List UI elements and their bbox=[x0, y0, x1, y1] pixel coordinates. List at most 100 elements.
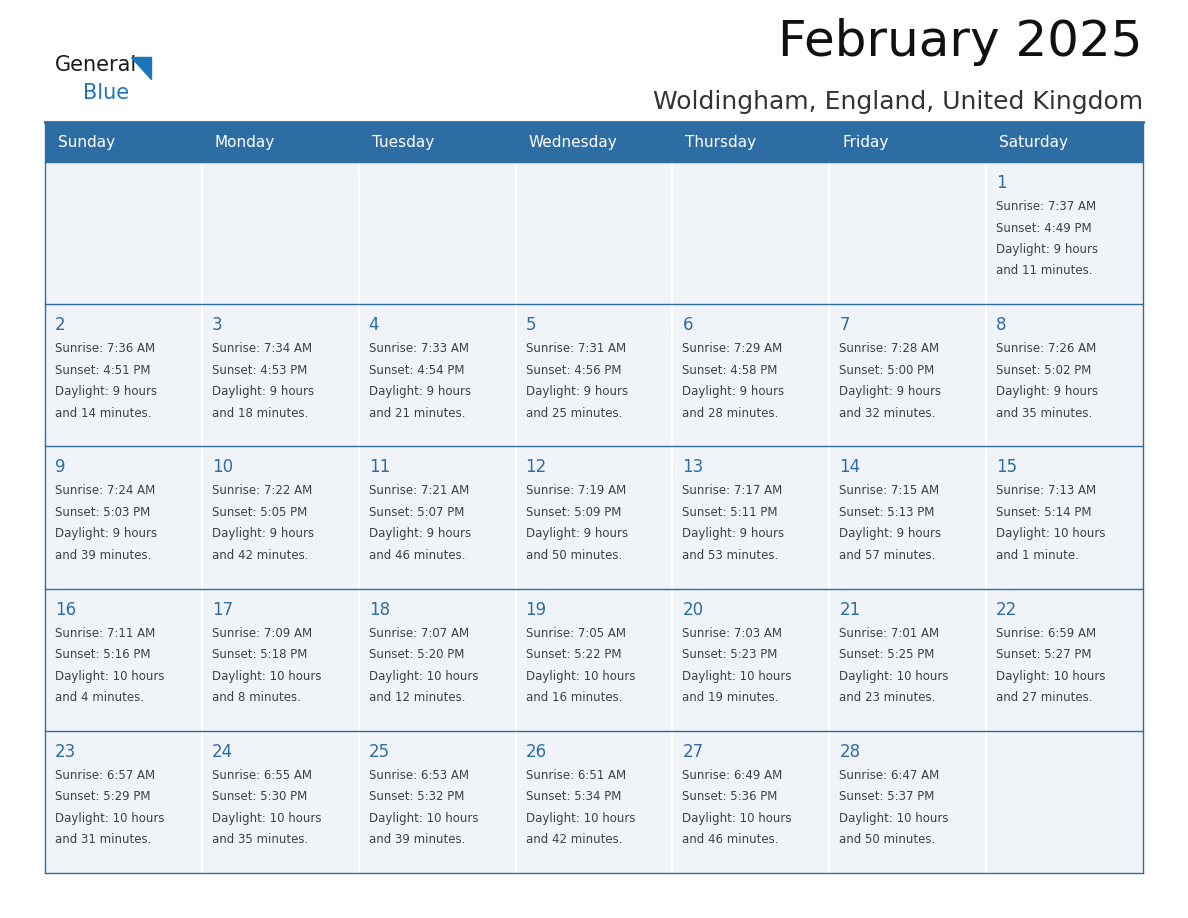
Text: 17: 17 bbox=[211, 600, 233, 619]
Text: Sunrise: 6:59 AM: Sunrise: 6:59 AM bbox=[997, 627, 1097, 640]
Text: and 35 minutes.: and 35 minutes. bbox=[997, 407, 1093, 420]
Text: 14: 14 bbox=[839, 458, 860, 476]
Text: and 46 minutes.: and 46 minutes. bbox=[368, 549, 466, 562]
Text: 16: 16 bbox=[55, 600, 76, 619]
Bar bbox=[516, 162, 672, 304]
Text: 23: 23 bbox=[55, 743, 76, 761]
Text: Sunset: 5:32 PM: Sunset: 5:32 PM bbox=[368, 790, 465, 803]
Text: Sunset: 5:22 PM: Sunset: 5:22 PM bbox=[525, 648, 621, 661]
Text: 6: 6 bbox=[682, 316, 693, 334]
Text: Daylight: 10 hours: Daylight: 10 hours bbox=[525, 669, 636, 683]
Text: and 57 minutes.: and 57 minutes. bbox=[839, 549, 936, 562]
Text: General: General bbox=[55, 55, 138, 75]
Text: Daylight: 10 hours: Daylight: 10 hours bbox=[211, 812, 322, 824]
Text: 26: 26 bbox=[525, 743, 546, 761]
Text: Sunrise: 6:49 AM: Sunrise: 6:49 AM bbox=[682, 768, 783, 782]
Text: Sunrise: 7:17 AM: Sunrise: 7:17 AM bbox=[682, 485, 783, 498]
Text: 13: 13 bbox=[682, 458, 703, 476]
Text: and 35 minutes.: and 35 minutes. bbox=[211, 834, 308, 846]
Text: 8: 8 bbox=[997, 316, 1006, 334]
Text: February 2025: February 2025 bbox=[778, 18, 1143, 66]
Text: and 21 minutes.: and 21 minutes. bbox=[368, 407, 466, 420]
Text: Sunset: 5:07 PM: Sunset: 5:07 PM bbox=[368, 506, 465, 519]
Text: Sunrise: 7:05 AM: Sunrise: 7:05 AM bbox=[525, 627, 626, 640]
Text: 27: 27 bbox=[682, 743, 703, 761]
Bar bbox=[45, 588, 202, 731]
Bar bbox=[45, 446, 202, 588]
Text: Sunset: 4:49 PM: Sunset: 4:49 PM bbox=[997, 221, 1092, 234]
Text: Daylight: 9 hours: Daylight: 9 hours bbox=[682, 528, 784, 541]
Text: Daylight: 9 hours: Daylight: 9 hours bbox=[55, 386, 157, 398]
Text: Sunrise: 7:13 AM: Sunrise: 7:13 AM bbox=[997, 485, 1097, 498]
Text: 24: 24 bbox=[211, 743, 233, 761]
Text: Woldingham, England, United Kingdom: Woldingham, England, United Kingdom bbox=[653, 90, 1143, 114]
Text: 18: 18 bbox=[368, 600, 390, 619]
Text: and 42 minutes.: and 42 minutes. bbox=[211, 549, 309, 562]
Text: and 14 minutes.: and 14 minutes. bbox=[55, 407, 152, 420]
Text: Sunset: 5:27 PM: Sunset: 5:27 PM bbox=[997, 648, 1092, 661]
Bar bbox=[986, 588, 1143, 731]
Text: 11: 11 bbox=[368, 458, 390, 476]
Bar bbox=[829, 731, 986, 873]
Text: 3: 3 bbox=[211, 316, 222, 334]
Text: and 31 minutes.: and 31 minutes. bbox=[55, 834, 151, 846]
Text: 25: 25 bbox=[368, 743, 390, 761]
Bar bbox=[516, 731, 672, 873]
Bar bbox=[672, 162, 829, 304]
Text: and 1 minute.: and 1 minute. bbox=[997, 549, 1079, 562]
Text: Saturday: Saturday bbox=[999, 135, 1068, 150]
Text: Sunrise: 7:33 AM: Sunrise: 7:33 AM bbox=[368, 342, 469, 355]
Text: Tuesday: Tuesday bbox=[372, 135, 434, 150]
Text: 4: 4 bbox=[368, 316, 379, 334]
Text: Sunset: 5:20 PM: Sunset: 5:20 PM bbox=[368, 648, 465, 661]
Text: Daylight: 9 hours: Daylight: 9 hours bbox=[368, 386, 470, 398]
Text: Daylight: 9 hours: Daylight: 9 hours bbox=[211, 528, 314, 541]
Text: Sunrise: 6:47 AM: Sunrise: 6:47 AM bbox=[839, 768, 940, 782]
Text: Sunrise: 7:37 AM: Sunrise: 7:37 AM bbox=[997, 200, 1097, 213]
Text: and 4 minutes.: and 4 minutes. bbox=[55, 691, 144, 704]
Text: Sunset: 5:18 PM: Sunset: 5:18 PM bbox=[211, 648, 308, 661]
Text: Daylight: 9 hours: Daylight: 9 hours bbox=[997, 243, 1098, 256]
Text: Sunrise: 6:53 AM: Sunrise: 6:53 AM bbox=[368, 768, 469, 782]
Text: Sunday: Sunday bbox=[58, 135, 115, 150]
Text: 5: 5 bbox=[525, 316, 536, 334]
Text: Daylight: 9 hours: Daylight: 9 hours bbox=[368, 528, 470, 541]
Text: and 16 minutes.: and 16 minutes. bbox=[525, 691, 623, 704]
Polygon shape bbox=[131, 57, 151, 79]
Bar bbox=[202, 162, 359, 304]
Text: Sunrise: 7:36 AM: Sunrise: 7:36 AM bbox=[55, 342, 156, 355]
Bar bbox=[516, 588, 672, 731]
Bar bbox=[202, 731, 359, 873]
Text: Sunset: 5:36 PM: Sunset: 5:36 PM bbox=[682, 790, 778, 803]
Text: Sunrise: 7:29 AM: Sunrise: 7:29 AM bbox=[682, 342, 783, 355]
Bar bbox=[202, 588, 359, 731]
Text: Sunrise: 7:01 AM: Sunrise: 7:01 AM bbox=[839, 627, 940, 640]
Bar bbox=[359, 731, 516, 873]
Text: 9: 9 bbox=[55, 458, 65, 476]
Text: Sunset: 5:03 PM: Sunset: 5:03 PM bbox=[55, 506, 150, 519]
Text: and 39 minutes.: and 39 minutes. bbox=[55, 549, 151, 562]
Text: 19: 19 bbox=[525, 600, 546, 619]
Bar bbox=[359, 446, 516, 588]
Bar bbox=[202, 304, 359, 446]
Text: 15: 15 bbox=[997, 458, 1017, 476]
Text: Daylight: 9 hours: Daylight: 9 hours bbox=[839, 528, 941, 541]
Text: Friday: Friday bbox=[842, 135, 889, 150]
Bar bbox=[672, 446, 829, 588]
Text: Monday: Monday bbox=[215, 135, 276, 150]
Text: Sunrise: 6:55 AM: Sunrise: 6:55 AM bbox=[211, 768, 312, 782]
Text: Sunset: 4:56 PM: Sunset: 4:56 PM bbox=[525, 364, 621, 376]
Text: Sunrise: 7:22 AM: Sunrise: 7:22 AM bbox=[211, 485, 312, 498]
Bar bbox=[986, 446, 1143, 588]
Text: Sunrise: 7:19 AM: Sunrise: 7:19 AM bbox=[525, 485, 626, 498]
Bar bbox=[672, 304, 829, 446]
Text: Wednesday: Wednesday bbox=[529, 135, 618, 150]
Text: and 32 minutes.: and 32 minutes. bbox=[839, 407, 936, 420]
Bar bbox=[359, 162, 516, 304]
Text: Daylight: 9 hours: Daylight: 9 hours bbox=[55, 528, 157, 541]
Text: Thursday: Thursday bbox=[685, 135, 757, 150]
Text: Sunrise: 7:15 AM: Sunrise: 7:15 AM bbox=[839, 485, 940, 498]
Text: Sunset: 4:58 PM: Sunset: 4:58 PM bbox=[682, 364, 778, 376]
Text: Sunset: 5:00 PM: Sunset: 5:00 PM bbox=[839, 364, 935, 376]
Text: Sunrise: 7:31 AM: Sunrise: 7:31 AM bbox=[525, 342, 626, 355]
